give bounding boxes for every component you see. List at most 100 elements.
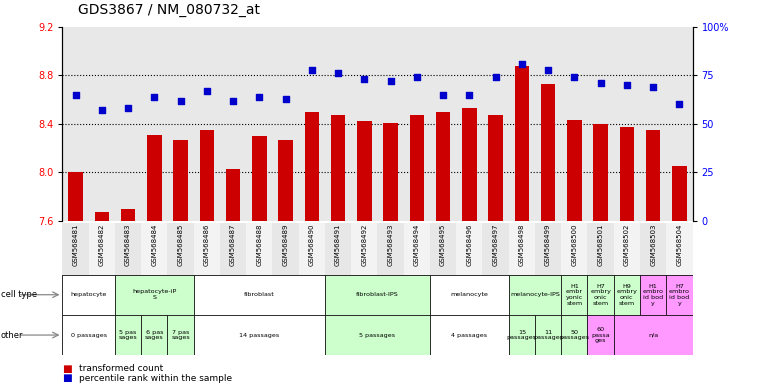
Point xyxy=(542,66,554,73)
Bar xyxy=(115,275,193,315)
Bar xyxy=(193,315,325,355)
Bar xyxy=(567,120,581,221)
Text: GSM568501: GSM568501 xyxy=(597,224,603,266)
Text: GSM568488: GSM568488 xyxy=(256,224,263,266)
Bar xyxy=(246,223,272,275)
Bar xyxy=(325,315,430,355)
Point xyxy=(516,61,528,67)
Text: GSM568497: GSM568497 xyxy=(492,224,498,266)
Bar xyxy=(619,127,634,221)
Bar xyxy=(94,212,109,221)
Text: hepatocyte: hepatocyte xyxy=(71,292,107,297)
Bar xyxy=(325,275,430,315)
Text: other: other xyxy=(1,331,24,339)
Text: 15
passages: 15 passages xyxy=(507,329,537,341)
Point xyxy=(489,74,501,80)
Bar xyxy=(62,223,89,275)
Point xyxy=(411,74,423,80)
Bar xyxy=(535,223,561,275)
Bar xyxy=(272,223,298,275)
Text: GSM568500: GSM568500 xyxy=(572,224,578,266)
Bar xyxy=(403,223,430,275)
Bar xyxy=(298,223,325,275)
Point xyxy=(122,105,134,111)
Bar xyxy=(174,140,188,221)
Bar xyxy=(142,223,167,275)
Text: H7
embro
id bod
y: H7 embro id bod y xyxy=(669,283,690,306)
Bar xyxy=(68,172,83,221)
Text: GSM568492: GSM568492 xyxy=(361,224,368,266)
Bar xyxy=(279,140,293,221)
Text: fibroblast: fibroblast xyxy=(244,292,275,297)
Bar xyxy=(325,223,351,275)
Bar xyxy=(199,130,214,221)
Text: fibroblast-IPS: fibroblast-IPS xyxy=(356,292,399,297)
Bar xyxy=(331,115,345,221)
Bar xyxy=(226,169,240,221)
Text: H9
embry
onic
stem: H9 embry onic stem xyxy=(616,283,637,306)
Point xyxy=(437,92,449,98)
Bar xyxy=(561,275,587,315)
Bar xyxy=(115,223,142,275)
Bar xyxy=(535,315,561,355)
Bar xyxy=(561,223,587,275)
Bar xyxy=(587,315,613,355)
Text: GSM568490: GSM568490 xyxy=(309,224,315,266)
Text: GSM568491: GSM568491 xyxy=(335,224,341,266)
Text: GSM568484: GSM568484 xyxy=(151,224,158,266)
Text: 5 passages: 5 passages xyxy=(359,333,396,338)
Text: GSM568503: GSM568503 xyxy=(650,224,656,266)
Bar xyxy=(409,115,424,221)
Bar xyxy=(252,136,266,221)
Text: ■: ■ xyxy=(62,364,72,374)
Text: 60
passa
ges: 60 passa ges xyxy=(591,327,610,343)
Text: GSM568496: GSM568496 xyxy=(466,224,473,266)
Bar xyxy=(384,122,398,221)
Text: melanocyte-IPS: melanocyte-IPS xyxy=(510,292,560,297)
Text: 50
passages: 50 passages xyxy=(559,329,590,341)
Point xyxy=(201,88,213,94)
Bar xyxy=(613,275,640,315)
Text: GSM568495: GSM568495 xyxy=(440,224,446,266)
Bar xyxy=(489,115,503,221)
Bar xyxy=(587,275,613,315)
Text: GSM568486: GSM568486 xyxy=(204,224,210,266)
Bar xyxy=(377,223,403,275)
Bar xyxy=(62,275,115,315)
Text: H1
embr
yonic
stem: H1 embr yonic stem xyxy=(565,283,583,306)
Bar xyxy=(193,275,325,315)
Text: hepatocyte-iP
S: hepatocyte-iP S xyxy=(132,289,177,300)
Text: cell type: cell type xyxy=(1,290,37,299)
Bar xyxy=(667,223,693,275)
Point xyxy=(253,94,266,100)
Text: GSM568489: GSM568489 xyxy=(282,224,288,266)
Bar xyxy=(167,223,193,275)
Bar xyxy=(594,124,608,221)
Bar xyxy=(357,121,371,221)
Bar xyxy=(587,223,613,275)
Text: 11
passages: 11 passages xyxy=(533,329,563,341)
Point xyxy=(174,98,186,104)
Point xyxy=(148,94,161,100)
Bar xyxy=(167,315,193,355)
Bar xyxy=(508,315,535,355)
Text: n/a: n/a xyxy=(648,333,658,338)
Point xyxy=(279,96,291,102)
Text: GSM568504: GSM568504 xyxy=(677,224,683,266)
Bar xyxy=(147,135,161,221)
Bar xyxy=(62,315,115,355)
Bar xyxy=(561,315,587,355)
Bar xyxy=(436,112,451,221)
Bar xyxy=(640,275,667,315)
Bar xyxy=(430,223,456,275)
Point xyxy=(358,76,371,82)
Bar xyxy=(613,223,640,275)
Text: GDS3867 / NM_080732_at: GDS3867 / NM_080732_at xyxy=(78,3,260,17)
Text: H1
embro
id bod
y: H1 embro id bod y xyxy=(642,283,664,306)
Bar xyxy=(613,315,693,355)
Text: GSM568494: GSM568494 xyxy=(414,224,420,266)
Bar xyxy=(508,275,561,315)
Text: GSM568482: GSM568482 xyxy=(99,224,105,266)
Bar xyxy=(142,315,167,355)
Bar xyxy=(482,223,508,275)
